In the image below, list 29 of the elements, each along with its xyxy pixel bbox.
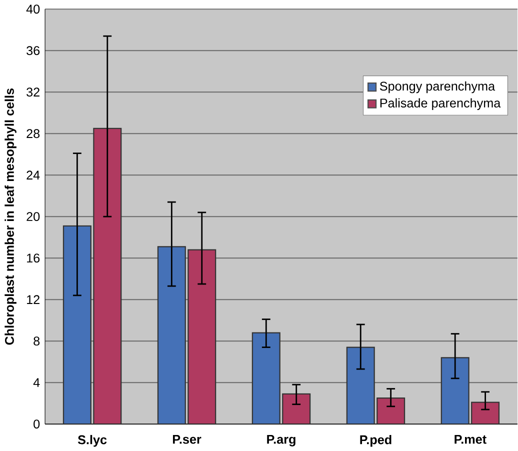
bar (376, 397, 406, 424)
y-tick-label: 4 (33, 378, 40, 387)
legend-label: Spongy parenchyma (380, 81, 496, 93)
x-tick-label: P.arg (267, 434, 296, 446)
y-tick-label: 32 (26, 87, 40, 96)
y-tick-label: 40 (26, 4, 40, 14)
bar (471, 401, 500, 424)
x-tick-label: P.met (454, 434, 486, 444)
bar (346, 346, 375, 424)
bar (282, 393, 311, 424)
y-tick-label: 0 (34, 419, 40, 428)
y-tick-label: 20 (26, 212, 40, 221)
y-tick-label: 28 (26, 128, 40, 138)
x-tick-label: S.lyc (78, 434, 107, 447)
legend-label: Palisade parenchyma (380, 98, 501, 110)
y-tick-label: 36 (26, 46, 40, 55)
bar (93, 128, 122, 424)
y-tick-label: 12 (27, 294, 40, 304)
bar (62, 225, 92, 424)
bar (188, 249, 216, 424)
bar (252, 332, 280, 424)
x-tick-label: P.ped (360, 434, 392, 447)
bar (157, 246, 186, 424)
y-tick-label: 8 (34, 336, 40, 346)
y-axis-title: Chloroplast number in leaf mesophyll cells (4, 88, 16, 344)
x-tick-label: P.ser (172, 434, 202, 444)
y-tick-label: 16 (27, 253, 40, 262)
bar (440, 356, 470, 424)
y-tick-label: 24 (26, 170, 40, 180)
